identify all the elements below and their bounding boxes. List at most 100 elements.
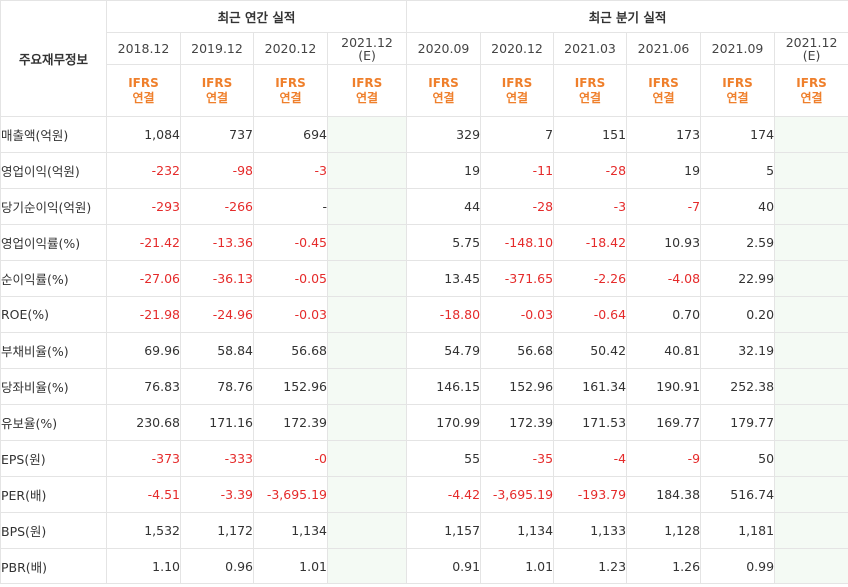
value-cell: 1,172	[180, 512, 254, 549]
value-cell: -0.03	[253, 296, 328, 333]
value-cell: 13.45	[406, 260, 482, 297]
accounting-basis-header: IFRS 연결	[406, 64, 482, 117]
period-label: 2020.09	[417, 41, 470, 56]
value-cell: -3	[553, 188, 628, 225]
accounting-basis-header: IFRS 연결	[106, 64, 181, 117]
basis-scope: 연결	[205, 90, 229, 105]
accounting-basis-header: IFRS 연결	[553, 64, 628, 117]
value-cell: 2.59	[700, 224, 776, 261]
value-cell: 172.39	[480, 404, 555, 441]
value-cell	[774, 368, 848, 405]
value-cell	[326, 260, 408, 297]
table-row: 유보율(%) 230.68 171.16 172.39 170.99 172.39 171.…	[0, 404, 848, 441]
value-cell: 40.81	[626, 332, 702, 369]
corner-header: 주요재무정보	[0, 0, 107, 117]
basis-standard: IFRS	[201, 75, 233, 90]
value-cell: 22.99	[700, 260, 776, 297]
value-cell: 19	[406, 152, 482, 189]
accounting-basis-header: IFRS 연결	[480, 64, 555, 117]
value-cell: 1,133	[553, 512, 628, 549]
value-cell	[326, 368, 408, 405]
period-header: 2021.06	[626, 32, 702, 65]
basis-standard: IFRS	[428, 75, 459, 90]
value-cell: -28	[480, 188, 555, 225]
value-cell	[326, 476, 408, 513]
basis-scope: 연결	[578, 90, 602, 105]
accounting-basis-header: IFRS 연결	[700, 64, 776, 117]
row-label: 매출액(억원)	[0, 116, 107, 153]
value-cell: -148.10	[480, 224, 555, 261]
value-cell: -3.39	[180, 476, 254, 513]
period-header: 2021.03	[553, 32, 628, 65]
value-cell: -11	[480, 152, 555, 189]
value-cell: -0.64	[553, 296, 628, 333]
basis-scope: 연결	[726, 90, 749, 105]
basis-standard: IFRS	[648, 75, 679, 90]
value-cell: 69.96	[106, 332, 181, 369]
period-label: 2021.03	[564, 41, 616, 56]
quarter-section-header: 최근 분기 실적	[406, 0, 848, 33]
table-row: ROE(%) -21.98 -24.96 -0.03 -18.80 -0.03 -0.64 0…	[0, 296, 848, 333]
value-cell: 1,084	[106, 116, 181, 153]
value-cell: 516.74	[700, 476, 776, 513]
value-cell: 56.68	[253, 332, 328, 369]
value-cell: 179.77	[700, 404, 776, 441]
row-label: PER(배)	[0, 476, 107, 513]
value-cell: 1.01	[253, 548, 328, 584]
value-cell: -4.08	[626, 260, 702, 297]
value-cell: 0.96	[180, 548, 254, 584]
value-cell: -293	[106, 188, 181, 225]
basis-standard: IFRS	[275, 75, 306, 90]
value-cell: -27.06	[106, 260, 181, 297]
value-cell: 170.99	[406, 404, 482, 441]
value-cell: 1,157	[406, 512, 482, 549]
row-label: 당기순이익(억원)	[0, 188, 107, 225]
period-label: 2021.12	[341, 34, 393, 50]
value-cell: 5	[700, 152, 776, 189]
row-label: 유보율(%)	[0, 404, 107, 441]
value-cell: -4.42	[406, 476, 482, 513]
period-header: 2020.12	[253, 32, 328, 65]
basis-scope: 연결	[505, 90, 529, 105]
value-cell: 56.68	[480, 332, 555, 369]
value-cell: 50	[700, 440, 776, 477]
value-cell: -18.80	[406, 296, 482, 333]
row-label: 영업이익률(%)	[0, 224, 107, 261]
table-row: 매출액(억원) 1,084 737 694 329 7 151 173 174	[0, 116, 848, 153]
value-cell: -0.05	[253, 260, 328, 297]
basis-standard: IFRS	[796, 75, 827, 90]
period-label: 2020.12	[264, 41, 317, 56]
value-cell: -371.65	[480, 260, 555, 297]
period-header: 2021.12 (E)	[774, 32, 848, 65]
row-label: ROE(%)	[0, 296, 107, 333]
value-cell	[326, 296, 408, 333]
value-cell: 152.96	[480, 368, 555, 405]
accounting-basis-header: IFRS 연결	[326, 64, 408, 117]
value-cell: 32.19	[700, 332, 776, 369]
value-cell: -21.42	[106, 224, 181, 261]
table-row: BPS(원) 1,532 1,172 1,134 1,157 1,134 1,133 1,12…	[0, 512, 848, 549]
period-label: 2021.09	[711, 41, 764, 56]
basis-standard: IFRS	[722, 75, 753, 90]
accounting-basis-header: IFRS 연결	[626, 64, 702, 117]
value-cell	[774, 296, 848, 333]
value-cell: 10.93	[626, 224, 702, 261]
value-cell: 161.34	[553, 368, 628, 405]
value-cell: -3,695.19	[253, 476, 328, 513]
row-label: 부채비율(%)	[0, 332, 107, 369]
value-cell: -4.51	[106, 476, 181, 513]
period-label: 2020.12	[491, 41, 543, 56]
basis-standard: IFRS	[128, 75, 159, 90]
value-cell: 44	[406, 188, 482, 225]
value-cell: 19	[626, 152, 702, 189]
value-cell: 5.75	[406, 224, 482, 261]
value-cell: 76.83	[106, 368, 181, 405]
value-cell: 184.38	[626, 476, 702, 513]
value-cell: -28	[553, 152, 628, 189]
period-header: 2018.12	[106, 32, 181, 65]
row-label: 순이익률(%)	[0, 260, 107, 297]
value-cell	[774, 548, 848, 584]
value-cell	[326, 116, 408, 153]
basis-standard: IFRS	[351, 75, 383, 90]
